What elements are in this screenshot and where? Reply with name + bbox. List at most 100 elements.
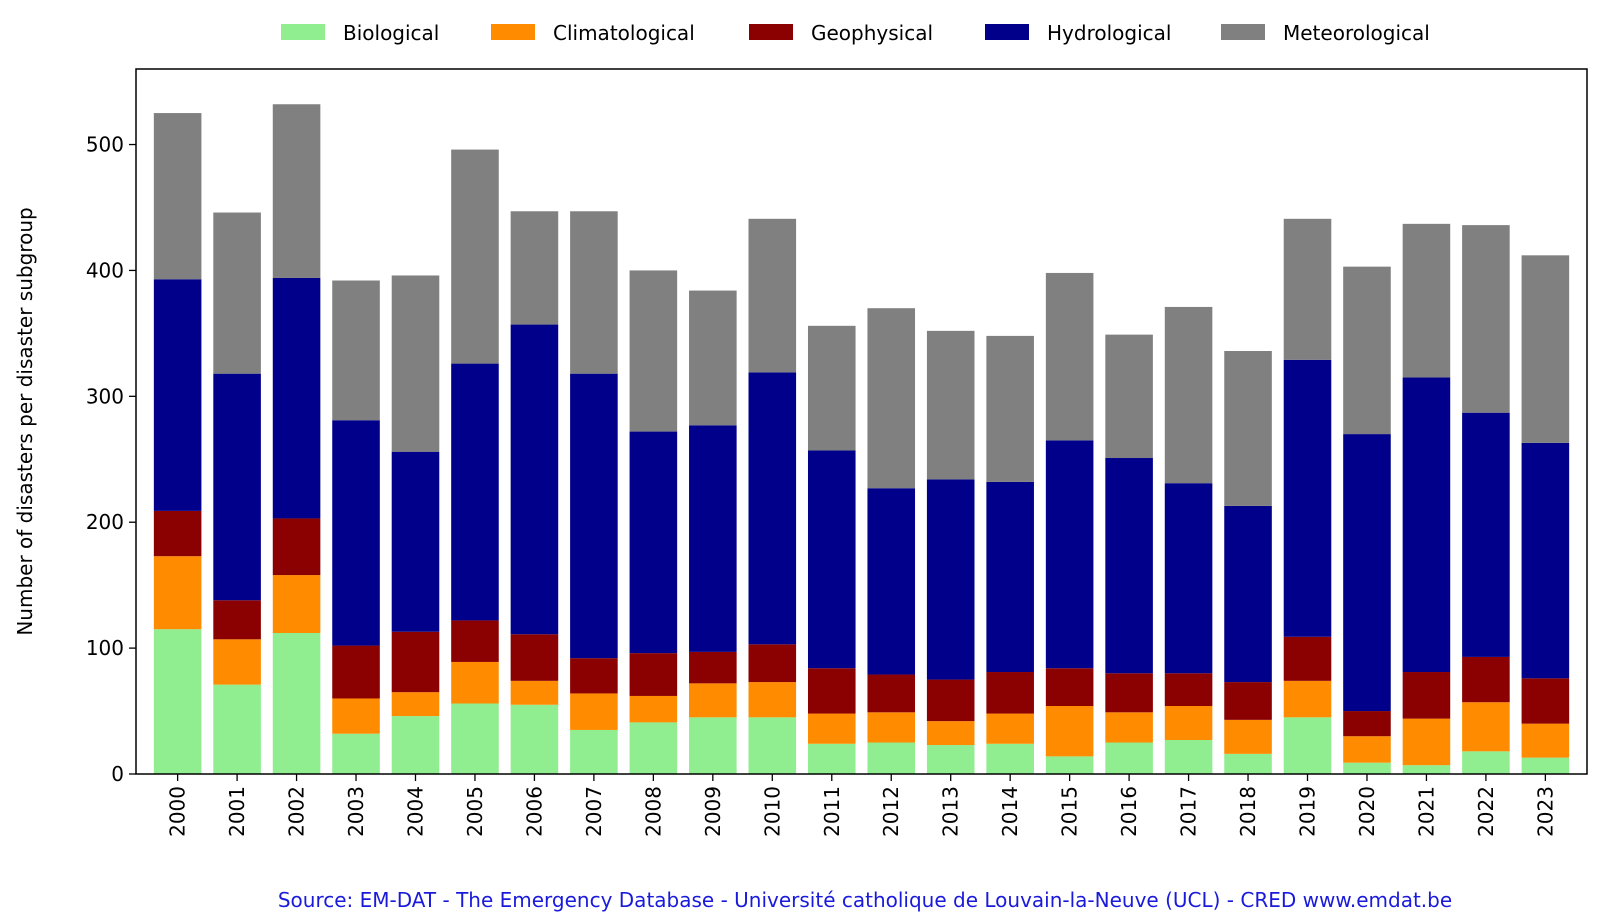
bar-climatological-2023 <box>1521 723 1570 758</box>
bar-biological-2022 <box>1462 751 1510 774</box>
bar-climatological-2019 <box>1283 680 1332 718</box>
bar-biological-2016 <box>1105 742 1153 774</box>
bar-geophysical-2011 <box>807 668 856 714</box>
x-tick-label: 2017 <box>1177 786 1201 837</box>
bar-biological-2014 <box>986 743 1034 774</box>
bar-biological-2000 <box>153 629 202 774</box>
bar-biological-2012 <box>867 742 916 774</box>
bar-climatological-2022 <box>1462 702 1510 752</box>
bar-geophysical-2006 <box>510 634 559 681</box>
legend-swatch-geophysical <box>749 24 793 40</box>
bar-meteorological-2012 <box>867 308 916 489</box>
y-tick-label: 300 <box>86 384 124 408</box>
bar-climatological-2020 <box>1343 736 1391 763</box>
bar-hydrological-2008 <box>629 431 678 654</box>
bar-geophysical-2004 <box>391 631 440 693</box>
bar-hydrological-2011 <box>807 450 856 669</box>
bar-climatological-2011 <box>807 713 856 744</box>
bar-hydrological-2017 <box>1164 483 1213 674</box>
bar-hydrological-2022 <box>1462 412 1510 657</box>
bar-hydrological-2002 <box>272 277 321 519</box>
bar-biological-2020 <box>1343 762 1391 774</box>
bar-hydrological-2019 <box>1283 359 1332 637</box>
bar-meteorological-2020 <box>1343 266 1391 435</box>
y-tick-label: 400 <box>86 258 124 282</box>
bar-hydrological-2013 <box>926 479 975 680</box>
bar-geophysical-2022 <box>1462 656 1510 703</box>
bar-geophysical-2008 <box>629 653 678 696</box>
x-tick-label: 2006 <box>522 786 546 837</box>
x-tick-label: 2013 <box>939 786 963 837</box>
bar-hydrological-2020 <box>1343 434 1391 712</box>
bar-biological-2011 <box>807 743 856 774</box>
bar-meteorological-2018 <box>1224 351 1272 506</box>
bar-geophysical-2005 <box>451 620 499 662</box>
bar-climatological-2003 <box>332 698 380 734</box>
bar-climatological-2001 <box>213 639 261 685</box>
bar-biological-2009 <box>689 717 737 774</box>
bar-climatological-2015 <box>1045 706 1094 757</box>
bar-biological-2018 <box>1224 753 1272 774</box>
bar-climatological-2021 <box>1402 718 1451 766</box>
bar-biological-2010 <box>748 717 797 774</box>
x-tick-label: 2023 <box>1533 786 1557 837</box>
legend-swatch-hydrological <box>985 24 1029 40</box>
bar-meteorological-2005 <box>451 149 499 364</box>
bar-meteorological-2016 <box>1105 334 1153 459</box>
bar-meteorological-2014 <box>986 335 1034 482</box>
bar-hydrological-2015 <box>1045 440 1094 669</box>
x-tick-label: 2012 <box>879 786 903 837</box>
bar-climatological-2009 <box>689 683 737 718</box>
bar-meteorological-2017 <box>1164 306 1213 484</box>
bar-biological-2005 <box>451 703 499 774</box>
bar-meteorological-2022 <box>1462 225 1510 413</box>
bar-climatological-2014 <box>986 713 1034 744</box>
bar-meteorological-2023 <box>1521 255 1570 443</box>
x-tick-label: 2022 <box>1474 786 1498 837</box>
bar-biological-2004 <box>391 716 440 774</box>
x-tick-label: 2016 <box>1117 786 1141 837</box>
bar-meteorological-2008 <box>629 270 678 432</box>
bar-geophysical-2010 <box>748 644 797 683</box>
bar-climatological-2013 <box>926 721 975 746</box>
y-axis: 0 100 200 300 400 500 <box>86 133 136 786</box>
x-tick-label: 2015 <box>1058 786 1082 837</box>
bar-climatological-2000 <box>153 556 202 630</box>
bar-geophysical-2012 <box>867 674 916 713</box>
bar-meteorological-2007 <box>570 211 618 374</box>
bar-geophysical-2015 <box>1045 668 1094 707</box>
bar-climatological-2018 <box>1224 719 1272 754</box>
x-tick-label: 2001 <box>225 786 249 837</box>
bar-hydrological-2009 <box>689 425 737 652</box>
bar-geophysical-2023 <box>1521 678 1570 724</box>
y-tick-label: 100 <box>86 636 124 660</box>
bar-biological-2008 <box>629 722 678 774</box>
bar-geophysical-2003 <box>332 645 380 699</box>
plot-area-frame <box>135 68 1588 775</box>
bar-hydrological-2016 <box>1105 458 1153 674</box>
legend-label-biological: Biological <box>343 21 439 45</box>
bar-meteorological-2015 <box>1045 272 1094 441</box>
bar-biological-2023 <box>1521 757 1570 774</box>
legend-label-hydrological: Hydrological <box>1047 21 1171 45</box>
x-tick-label: 2009 <box>701 786 725 837</box>
bar-climatological-2017 <box>1164 706 1213 741</box>
bar-climatological-2002 <box>272 575 321 633</box>
bar-geophysical-2019 <box>1283 636 1332 681</box>
x-tick-label: 2010 <box>760 786 784 837</box>
x-tick-label: 2007 <box>582 786 606 837</box>
bar-hydrological-2014 <box>986 481 1034 673</box>
bar-hydrological-2000 <box>153 279 202 511</box>
bar-geophysical-2018 <box>1224 682 1272 720</box>
bar-climatological-2008 <box>629 695 678 723</box>
x-tick-label: 2005 <box>463 786 487 837</box>
x-tick-label: 2003 <box>344 786 368 837</box>
x-tick-label: 2018 <box>1236 786 1260 837</box>
bar-climatological-2016 <box>1105 712 1153 743</box>
bar-climatological-2012 <box>867 712 916 743</box>
bar-meteorological-2000 <box>153 113 202 280</box>
bar-meteorological-2004 <box>391 275 440 452</box>
bar-biological-2006 <box>510 704 559 774</box>
y-tick-label: 200 <box>86 510 124 534</box>
